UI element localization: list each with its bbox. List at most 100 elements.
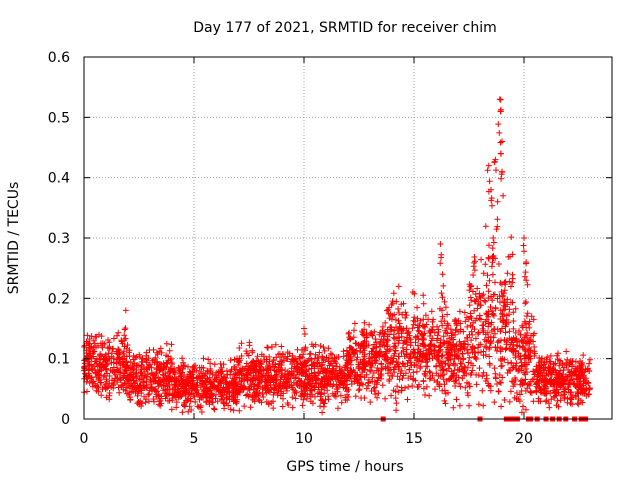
data-point	[335, 405, 341, 412]
data-point	[135, 399, 142, 405]
data-point	[452, 383, 459, 389]
data-point	[521, 355, 528, 362]
data-point	[97, 379, 104, 386]
data-point	[473, 371, 480, 378]
data-point	[528, 332, 534, 339]
data-point	[473, 381, 480, 388]
data-point	[270, 391, 277, 398]
data-point	[521, 248, 527, 255]
data-points	[81, 96, 593, 422]
data-point	[532, 368, 539, 375]
data-point	[471, 254, 478, 260]
data-point	[169, 375, 176, 382]
data-point	[453, 342, 460, 349]
data-point	[505, 359, 511, 366]
data-point	[88, 375, 94, 382]
data-point	[114, 379, 121, 386]
data-point	[198, 409, 205, 415]
data-point	[409, 383, 416, 389]
data-point	[392, 388, 399, 395]
data-point	[469, 349, 476, 356]
tick-labels: 0 5 10 15 20 0 0.1 0.2 0.3 0.4 0.5 0.6	[48, 50, 533, 447]
data-point	[199, 375, 206, 382]
data-point	[490, 291, 497, 298]
data-point	[519, 344, 526, 351]
data-point	[181, 401, 187, 408]
data-point	[404, 396, 411, 403]
y-tick-label: 0.2	[48, 291, 70, 307]
data-point	[583, 379, 590, 386]
data-point	[121, 337, 128, 344]
data-point	[189, 368, 196, 375]
data-point	[512, 329, 519, 336]
data-point	[255, 358, 262, 365]
data-point	[106, 390, 113, 396]
data-point	[207, 384, 214, 391]
data-point	[273, 373, 280, 380]
data-point	[400, 300, 407, 307]
data-point	[278, 367, 285, 374]
data-point	[557, 367, 564, 374]
data-point	[431, 329, 438, 336]
data-point	[382, 365, 389, 372]
data-point	[548, 396, 555, 403]
data-point	[489, 245, 496, 252]
data-point	[272, 381, 279, 388]
data-point	[301, 363, 308, 370]
data-point	[381, 342, 388, 349]
data-point	[524, 361, 530, 368]
data-point	[521, 235, 527, 241]
data-point	[468, 337, 475, 344]
data-point	[504, 370, 511, 376]
data-point	[427, 375, 434, 382]
data-point	[365, 376, 372, 383]
data-point	[489, 259, 496, 266]
data-point	[281, 371, 288, 378]
data-point	[460, 340, 467, 347]
data-point	[325, 358, 332, 365]
data-point	[466, 354, 473, 361]
data-point	[466, 287, 473, 294]
data-point	[130, 373, 137, 380]
data-point	[311, 374, 318, 381]
data-point	[538, 362, 545, 369]
data-point	[374, 377, 381, 384]
data-point	[386, 315, 393, 322]
data-point	[366, 321, 373, 328]
data-point	[475, 344, 482, 351]
data-point	[154, 380, 161, 387]
data-point	[465, 392, 472, 399]
data-point	[185, 363, 191, 370]
data-point	[258, 372, 265, 379]
data-point	[562, 385, 569, 392]
data-point	[260, 394, 267, 400]
data-point	[423, 347, 429, 354]
data-point	[501, 397, 508, 403]
data-point	[93, 369, 100, 376]
data-point	[383, 339, 390, 345]
data-point	[479, 322, 486, 329]
data-point	[495, 121, 502, 128]
data-point	[227, 357, 234, 364]
data-point	[455, 317, 462, 324]
data-point	[92, 358, 99, 365]
data-point	[510, 378, 517, 385]
data-point	[268, 344, 275, 350]
data-point	[457, 341, 464, 348]
data-point	[164, 373, 171, 379]
data-point	[308, 387, 315, 394]
data-point	[375, 367, 382, 374]
data-point	[583, 392, 590, 399]
data-point	[238, 371, 245, 378]
data-point	[580, 352, 587, 359]
data-point	[95, 342, 101, 349]
data-point	[208, 392, 215, 399]
data-point	[426, 368, 433, 375]
data-point	[289, 394, 296, 401]
data-point	[575, 390, 582, 397]
data-point	[123, 384, 130, 391]
data-point	[542, 385, 549, 392]
data-point	[175, 364, 182, 371]
data-point	[553, 380, 560, 387]
data-point	[506, 328, 513, 335]
